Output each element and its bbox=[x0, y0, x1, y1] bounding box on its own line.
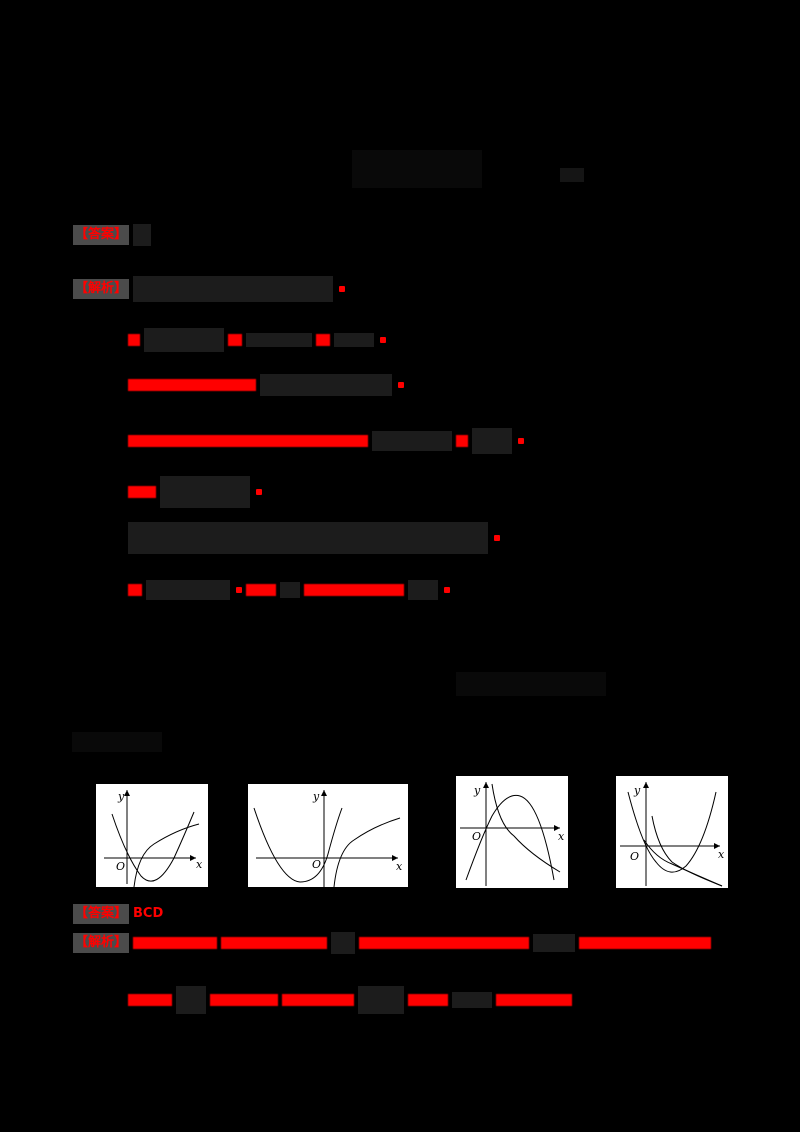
y-axis-label: y bbox=[117, 790, 125, 803]
formula-segment bbox=[246, 333, 312, 347]
text-segment bbox=[128, 486, 156, 498]
origin-label: O bbox=[116, 860, 125, 873]
period-mark bbox=[236, 587, 242, 593]
text-segment bbox=[496, 994, 572, 1006]
formula-segment bbox=[334, 333, 374, 347]
analysis-line-6 bbox=[128, 580, 450, 600]
analysis-line-4 bbox=[128, 476, 262, 508]
graph-option-d[interactable]: y x O bbox=[616, 776, 728, 888]
graph-option-a[interactable]: y x O bbox=[96, 784, 208, 887]
answer-label: 【答案】 bbox=[73, 904, 130, 924]
origin-label: O bbox=[312, 858, 321, 871]
formula-segment bbox=[452, 992, 492, 1008]
period-mark bbox=[444, 587, 450, 593]
graph-c-plot: y x O bbox=[460, 782, 565, 886]
answer-label: 【答案】 bbox=[73, 225, 130, 245]
text-segment bbox=[304, 584, 404, 596]
period-mark bbox=[339, 286, 346, 292]
formula-segment bbox=[144, 328, 224, 352]
formula-segment bbox=[372, 431, 452, 451]
answer-blank bbox=[560, 168, 584, 182]
question-2-formula bbox=[456, 672, 606, 696]
question-2-formula-cont bbox=[72, 732, 162, 752]
x-axis-label: x bbox=[396, 860, 403, 873]
origin-label: O bbox=[630, 850, 639, 863]
period-mark bbox=[380, 337, 386, 343]
formula-segment bbox=[280, 582, 300, 598]
formula-segment bbox=[331, 932, 356, 954]
text-segment bbox=[282, 994, 354, 1006]
q2-analysis-row: 【解析】 bbox=[73, 932, 712, 954]
formula-segment bbox=[260, 374, 392, 396]
graph-option-c[interactable]: y x O bbox=[456, 776, 568, 888]
graph-b-plot: y x O bbox=[253, 790, 403, 887]
text-segment bbox=[221, 937, 328, 949]
origin-label: O bbox=[472, 830, 481, 843]
formula-segment bbox=[472, 428, 512, 454]
question-formula bbox=[352, 150, 482, 188]
formula-segment bbox=[176, 986, 206, 1014]
x-axis-label: x bbox=[196, 858, 203, 871]
y-axis-label: y bbox=[473, 784, 481, 797]
formula-segment bbox=[358, 986, 404, 1014]
text-segment bbox=[210, 994, 278, 1006]
graph-option-b[interactable]: y x O bbox=[248, 784, 408, 887]
graph-a-plot: y x O bbox=[104, 790, 203, 887]
formula-segment bbox=[128, 522, 488, 554]
y-axis-label: y bbox=[633, 784, 641, 797]
formula-segment bbox=[146, 580, 230, 600]
text-segment bbox=[246, 584, 276, 596]
y-axis-label: y bbox=[312, 790, 320, 803]
analysis-line-5 bbox=[128, 522, 500, 554]
analysis-formula bbox=[133, 276, 334, 302]
analysis-label: 【解析】 bbox=[73, 933, 130, 953]
text-segment bbox=[128, 334, 140, 346]
period-mark bbox=[518, 438, 524, 444]
answer-value: BCD bbox=[133, 906, 164, 921]
text-segment bbox=[128, 379, 256, 391]
text-segment bbox=[133, 937, 218, 949]
q1-analysis-row: 【解析】 bbox=[73, 276, 346, 302]
text-segment bbox=[316, 334, 330, 346]
formula-segment bbox=[408, 580, 438, 600]
text-segment bbox=[408, 994, 448, 1006]
answer-formula bbox=[133, 224, 152, 246]
analysis-label: 【解析】 bbox=[73, 279, 130, 299]
text-segment bbox=[456, 435, 468, 447]
formula-segment bbox=[533, 934, 576, 952]
text-segment bbox=[128, 994, 172, 1006]
x-axis-label: x bbox=[558, 830, 565, 843]
text-segment bbox=[128, 584, 142, 596]
text-segment bbox=[228, 334, 242, 346]
analysis-line-1 bbox=[128, 328, 386, 352]
period-mark bbox=[494, 535, 500, 541]
q2-answer-row: 【答案】 BCD bbox=[73, 904, 163, 924]
text-segment bbox=[579, 937, 712, 949]
text-segment bbox=[128, 435, 368, 447]
period-mark bbox=[398, 382, 404, 388]
q1-answer-row: 【答案】 bbox=[73, 224, 152, 246]
analysis-line-3 bbox=[128, 428, 524, 454]
graph-d-plot: y x O bbox=[620, 782, 725, 887]
q2-analysis-line-2 bbox=[128, 986, 572, 1014]
period-mark bbox=[256, 489, 262, 495]
formula-segment bbox=[160, 476, 250, 508]
x-axis-label: x bbox=[718, 848, 725, 861]
text-segment bbox=[359, 937, 530, 949]
analysis-line-2 bbox=[128, 374, 404, 396]
